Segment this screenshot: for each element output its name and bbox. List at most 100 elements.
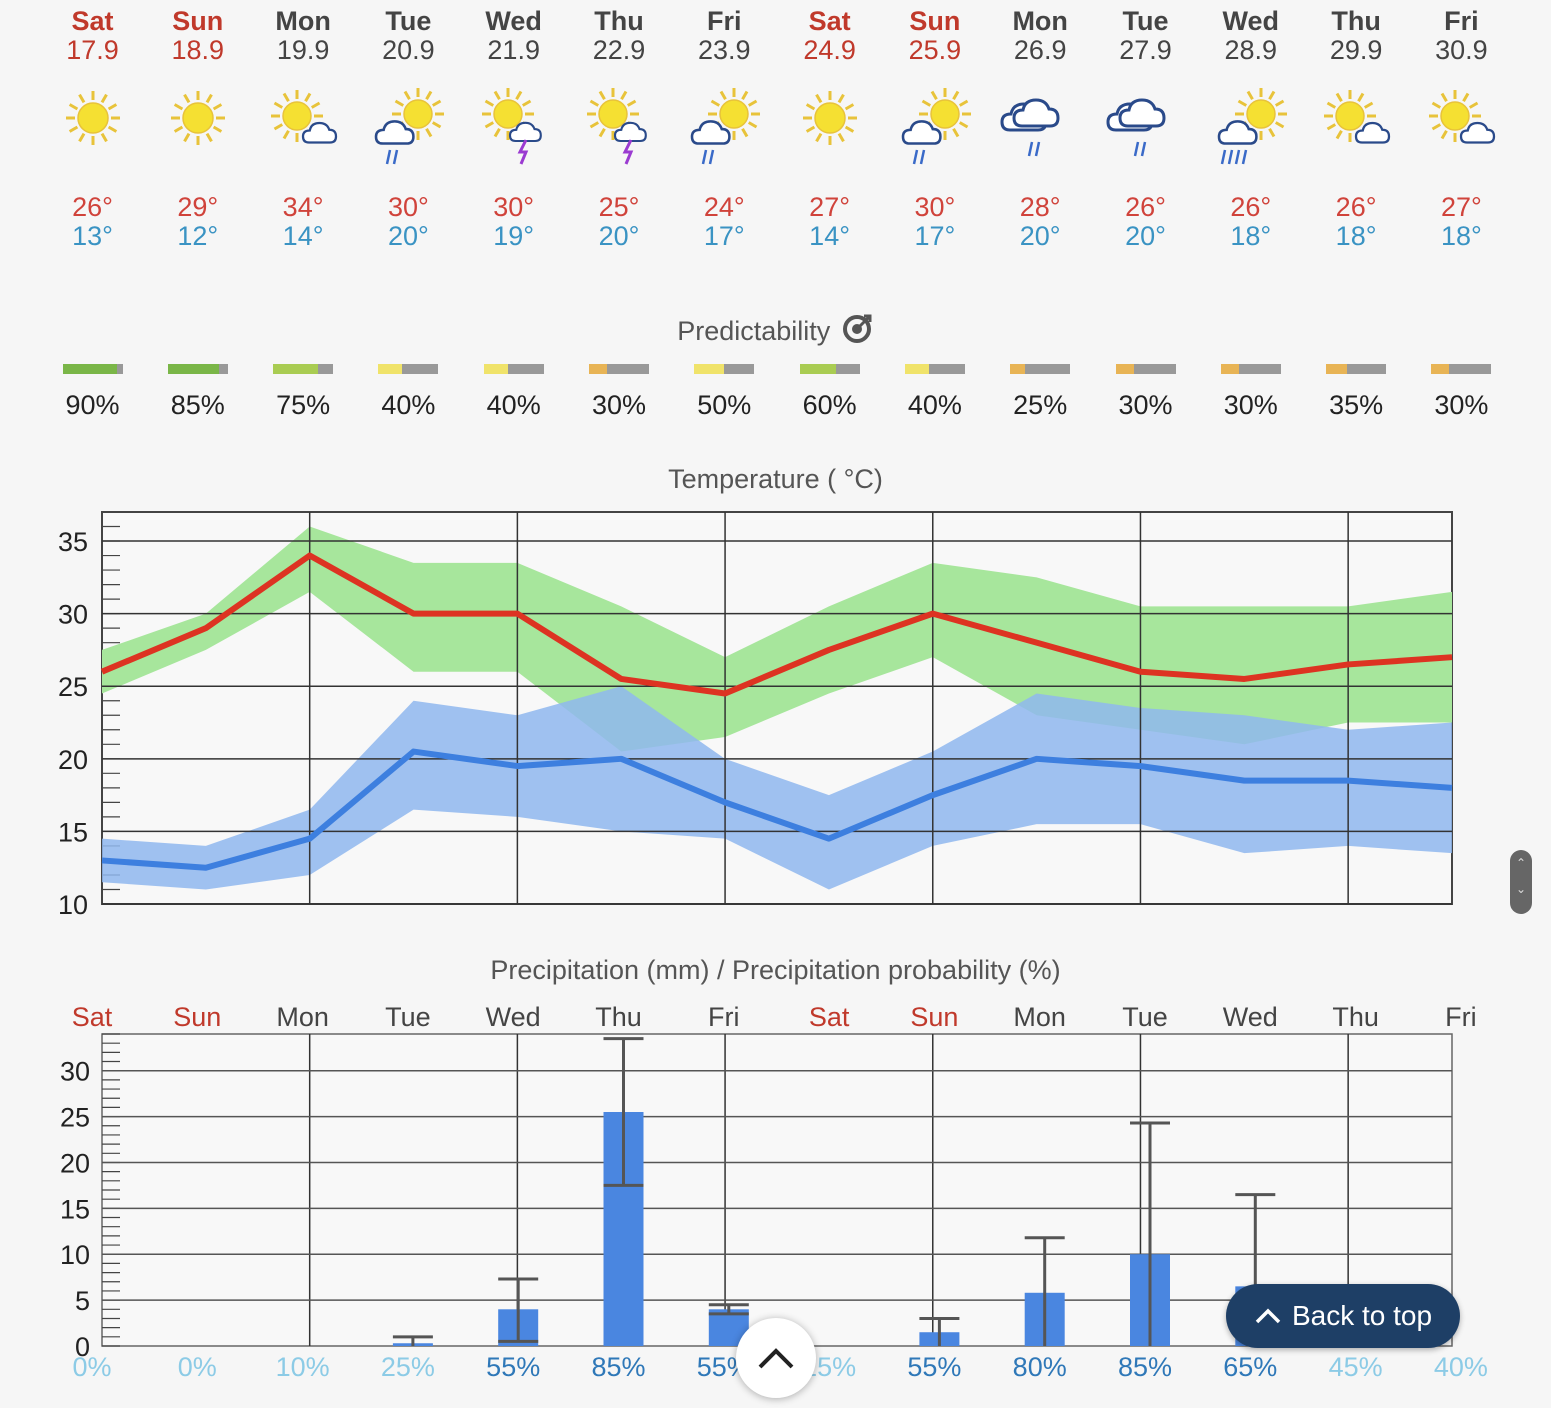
temp-max: 28° [1019, 192, 1061, 222]
predictability-fill [1115, 364, 1134, 374]
day-column[interactable]: Tue 27.9 26° 20° [1093, 6, 1198, 250]
day-date: 24.9 [803, 35, 856, 65]
temp-min: 17° [914, 221, 956, 251]
predictability-item: 30% [1198, 364, 1303, 421]
predictability-item: 30% [1093, 364, 1198, 421]
predictability-fill [589, 364, 607, 374]
precip-y-tick: 0 [75, 1332, 90, 1362]
temp-min: 18° [1440, 221, 1482, 251]
precip-probability: 10% [276, 1352, 330, 1382]
predictability-title: Predictability [0, 312, 1551, 347]
predictability-bar [589, 364, 649, 374]
chevron-up-icon [758, 1348, 794, 1369]
day-date: 29.9 [1329, 35, 1383, 65]
temp-max: 26° [1230, 192, 1272, 222]
precip-day-label: Sun [173, 1002, 221, 1032]
predictability-fill [694, 364, 725, 374]
predictability-fill [1326, 364, 1348, 374]
temp-series-line-0 [100, 552, 1453, 697]
day-name: Wed [1222, 6, 1280, 36]
predictability-fill [1431, 364, 1450, 374]
day-name: Sun [909, 6, 961, 36]
precip-probability: 45% [1329, 1352, 1383, 1382]
predictability-bar [1220, 364, 1281, 374]
predictability-percent: 40% [381, 390, 436, 420]
precip-day-label: Wed [1223, 1002, 1278, 1032]
predictability-percent: 75% [276, 390, 331, 420]
day-name: Mon [1012, 6, 1068, 36]
sun-rain-icon [691, 88, 761, 165]
temp-max: 26° [72, 192, 113, 222]
day-column[interactable]: Sun 25.9 30° 17° [882, 6, 987, 250]
precip-day-label: Sun [910, 1002, 958, 1032]
precip-day-label: Fri [708, 1002, 739, 1032]
day-date: 17.9 [66, 35, 119, 65]
sun-cloud-icon [271, 90, 338, 144]
day-date: 23.9 [698, 35, 751, 65]
day-date: 21.9 [487, 35, 540, 65]
sun-cloud-icon [1429, 90, 1496, 144]
temp-max: 24° [703, 192, 745, 222]
scroll-up-icon[interactable]: ⌃ [1515, 856, 1527, 870]
day-column[interactable]: Mon 26.9 28° 20° [988, 6, 1093, 250]
day-column[interactable]: Fri 23.9 24° 17° [672, 6, 777, 250]
day-column[interactable]: Sat 24.9 27° 14° [777, 6, 882, 250]
predictability-percent: 40% [486, 390, 541, 420]
day-column[interactable]: Thu 29.9 26° 18° [1304, 6, 1409, 250]
day-column[interactable]: Fri 30.9 27° 18° [1409, 6, 1514, 250]
day-date: 30.9 [1435, 35, 1488, 65]
precip-day-label: Thu [595, 1002, 642, 1032]
temp-max: 30° [387, 192, 429, 222]
sun-heavy-rain-icon [1217, 88, 1287, 165]
predictability-percent: 40% [907, 390, 962, 420]
predictability-fill [1220, 364, 1239, 374]
predictability-bar [1326, 364, 1387, 374]
predictability-fill [62, 364, 117, 374]
predictability-bar [167, 364, 228, 374]
temp-min: 20° [1019, 221, 1061, 251]
precip-probability: 55% [907, 1352, 961, 1382]
predictability-bar [904, 364, 965, 374]
target-icon[interactable] [842, 312, 874, 344]
sun-icon [170, 91, 225, 145]
temp-y-tick: 15 [58, 817, 88, 847]
temp-min: 18° [1335, 221, 1377, 251]
precip-probability: 55% [486, 1352, 540, 1382]
scroll-handle[interactable]: ⌃ ⌄ [1510, 850, 1532, 914]
precip-y-tick: 20 [60, 1148, 90, 1178]
predictability-bar [1010, 364, 1071, 374]
predictability-item: 35% [1304, 364, 1409, 421]
day-column[interactable]: Sat 17.9 26° 13° [40, 6, 145, 250]
temp-min: 18° [1230, 221, 1272, 251]
day-column[interactable]: Wed 28.9 26° 18° [1198, 6, 1303, 250]
predictability-fill [799, 364, 836, 374]
predictability-percent: 30% [1118, 390, 1173, 420]
day-date: 19.9 [276, 35, 330, 65]
predictability-item: 85% [145, 364, 250, 421]
day-column[interactable]: Sun 18.9 29° 12° [145, 6, 250, 250]
day-name: Mon [275, 6, 331, 36]
temp-band-0 [102, 526, 1452, 752]
day-column[interactable]: Thu 22.9 25° 20° [567, 6, 672, 250]
sun-rain-icon [901, 88, 971, 165]
predictability-percent: 50% [697, 390, 752, 420]
sun-icon [802, 91, 857, 145]
predictability-bar [378, 364, 439, 374]
scroll-up-fab[interactable] [736, 1318, 816, 1398]
day-column[interactable]: Mon 19.9 34° 14° [251, 6, 356, 250]
temp-min: 20° [598, 221, 640, 251]
temp-max: 34° [282, 192, 324, 222]
cloud-rain-icon [1105, 98, 1166, 157]
scroll-down-icon[interactable]: ⌄ [1515, 882, 1527, 896]
predictability-fill [1010, 364, 1026, 374]
chevron-up-icon [1255, 1308, 1281, 1324]
day-date: 27.9 [1119, 35, 1172, 65]
day-date: 18.9 [171, 35, 225, 65]
back-to-top-button[interactable]: Back to top [1226, 1284, 1460, 1348]
day-name: Thu [594, 6, 644, 36]
day-name: Sun [172, 6, 224, 36]
temperature-chart: 35 30 25 20 15 10 [58, 511, 1453, 920]
day-column[interactable]: Wed 21.9 30° 19° [461, 6, 566, 250]
day-column[interactable]: Tue 20.9 30° 20° [356, 6, 461, 250]
day-name: Sat [71, 6, 114, 36]
